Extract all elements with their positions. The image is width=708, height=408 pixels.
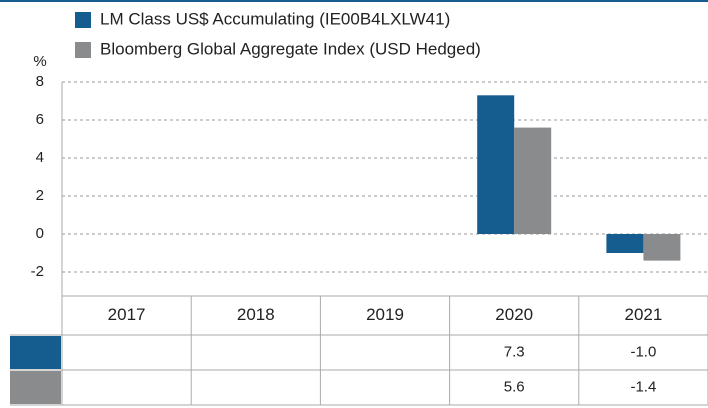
legend-label: LM Class US$ Accumulating (IE00B4LXLW41) <box>100 9 450 28</box>
bar <box>643 234 681 261</box>
top-rule <box>0 0 708 2</box>
legend-swatch <box>75 42 91 58</box>
table-value: -1.0 <box>630 343 656 360</box>
bar <box>477 95 515 234</box>
legend-swatch <box>75 12 91 28</box>
x-tick-label: 2017 <box>108 305 146 324</box>
x-tick-label: 2021 <box>624 305 662 324</box>
y-tick-label: 0 <box>36 225 44 242</box>
y-axis-label: % <box>33 53 46 70</box>
y-tick-label: 6 <box>36 111 44 128</box>
bar <box>606 234 644 253</box>
table-value: 7.3 <box>504 343 525 360</box>
table-value: -1.4 <box>630 378 656 395</box>
bar <box>514 127 552 234</box>
table-value: 5.6 <box>504 378 525 395</box>
row-swatch <box>10 371 61 404</box>
y-tick-label: 8 <box>36 73 44 90</box>
x-tick-label: 2020 <box>495 305 533 324</box>
x-tick-label: 2019 <box>366 305 404 324</box>
row-swatch <box>10 336 61 369</box>
y-tick-label: 2 <box>36 187 44 204</box>
y-tick-label: 4 <box>36 149 44 166</box>
legend-label: Bloomberg Global Aggregate Index (USD He… <box>100 39 481 58</box>
y-tick-label: -2 <box>31 263 44 280</box>
x-tick-label: 2018 <box>237 305 275 324</box>
